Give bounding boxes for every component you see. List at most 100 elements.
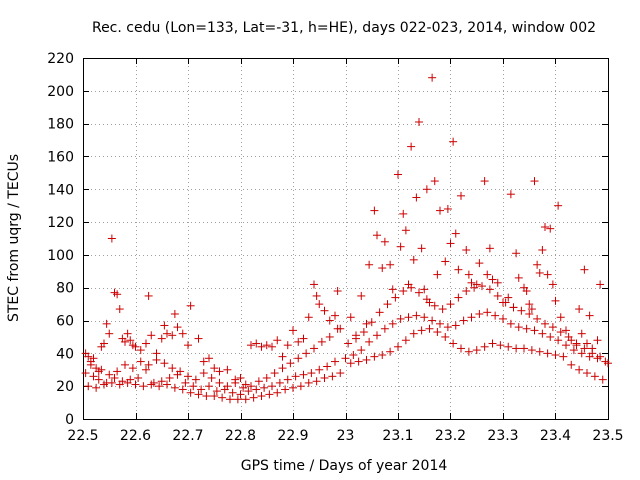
- data-point: [388, 319, 397, 328]
- data-point: [412, 311, 421, 320]
- data-point: [501, 298, 510, 307]
- data-point: [525, 309, 534, 318]
- y-tick-label: 160: [47, 149, 74, 165]
- chart-title: Rec. cedu (Lon=133, Lat=-31, h=HE), days…: [92, 20, 596, 36]
- data-point: [541, 223, 549, 232]
- data-point: [97, 365, 106, 374]
- data-point: [593, 336, 602, 345]
- data-point: [546, 224, 555, 233]
- data-point: [420, 285, 429, 294]
- data-point: [252, 385, 261, 394]
- data-point: [210, 364, 219, 373]
- data-point: [226, 395, 234, 404]
- data-point: [373, 331, 381, 340]
- data-point: [307, 369, 316, 378]
- data-point: [184, 372, 192, 381]
- data-point: [399, 209, 408, 218]
- data-point: [262, 341, 271, 350]
- x-tick-label: 22.6: [120, 428, 151, 444]
- data-point: [186, 388, 195, 397]
- data-point: [420, 313, 429, 322]
- data-point: [480, 342, 489, 351]
- data-point: [131, 342, 140, 351]
- data-point: [451, 229, 460, 238]
- data-point: [407, 142, 416, 151]
- data-point: [89, 354, 98, 363]
- x-tick-label: 23: [337, 428, 355, 444]
- data-point: [247, 341, 255, 350]
- data-point: [283, 375, 292, 384]
- data-point: [173, 323, 182, 332]
- data-point: [113, 290, 122, 299]
- y-tick-label: 80: [56, 281, 74, 297]
- data-point: [163, 380, 171, 389]
- data-point: [462, 287, 471, 296]
- data-point: [268, 382, 276, 391]
- data-point: [396, 314, 405, 323]
- data-point: [388, 285, 397, 294]
- y-tick-label: 220: [47, 51, 74, 67]
- data-point: [409, 329, 418, 338]
- data-point: [84, 352, 93, 361]
- data-point: [121, 360, 129, 369]
- data-point: [170, 309, 179, 318]
- data-point: [554, 336, 563, 345]
- data-point: [562, 326, 570, 335]
- data-point: [556, 328, 565, 337]
- data-point: [451, 321, 460, 330]
- data-point: [378, 264, 387, 273]
- data-point: [485, 285, 494, 294]
- y-tick-label: 60: [56, 314, 74, 330]
- data-point: [286, 359, 295, 368]
- data-point: [157, 377, 166, 386]
- data-point: [215, 378, 224, 387]
- data-point: [94, 375, 103, 384]
- y-tick-label: 0: [65, 412, 74, 428]
- data-point: [86, 360, 95, 369]
- data-point: [475, 309, 484, 318]
- data-point: [488, 339, 497, 348]
- data-point: [548, 280, 557, 289]
- data-point: [236, 373, 245, 382]
- data-point: [299, 370, 308, 379]
- x-axis-label: GPS time / Days of year 2014: [241, 458, 448, 474]
- data-point: [331, 357, 339, 366]
- data-point: [533, 314, 542, 323]
- data-point: [181, 378, 190, 387]
- data-point: [551, 296, 560, 305]
- data-point: [530, 177, 539, 186]
- data-point: [580, 265, 589, 274]
- data-point: [604, 359, 612, 368]
- data-point: [289, 326, 297, 335]
- data-point: [386, 347, 395, 356]
- data-point: [115, 305, 124, 314]
- data-point: [538, 245, 547, 254]
- data-point: [464, 270, 473, 279]
- data-point: [596, 280, 605, 289]
- data-point: [320, 306, 329, 315]
- data-points: [81, 73, 612, 404]
- x-tick-label: 23.5: [592, 428, 623, 444]
- y-tick-label: 120: [47, 215, 74, 231]
- data-point: [312, 291, 321, 300]
- data-point: [128, 364, 137, 373]
- data-point: [517, 306, 526, 315]
- data-point: [446, 300, 455, 309]
- data-point: [564, 332, 573, 341]
- data-point: [136, 357, 145, 366]
- data-point: [160, 321, 169, 330]
- data-point: [323, 362, 332, 371]
- data-point: [467, 313, 476, 322]
- data-point: [205, 354, 213, 363]
- data-point: [359, 328, 368, 337]
- data-point: [81, 369, 90, 378]
- data-point: [436, 319, 444, 328]
- data-point: [417, 244, 426, 253]
- y-tick-label: 20: [56, 379, 74, 395]
- data-point: [567, 360, 576, 369]
- data-point: [333, 324, 342, 333]
- data-point: [535, 268, 544, 277]
- data-point: [317, 337, 326, 346]
- data-point: [493, 291, 502, 300]
- data-point: [199, 369, 208, 378]
